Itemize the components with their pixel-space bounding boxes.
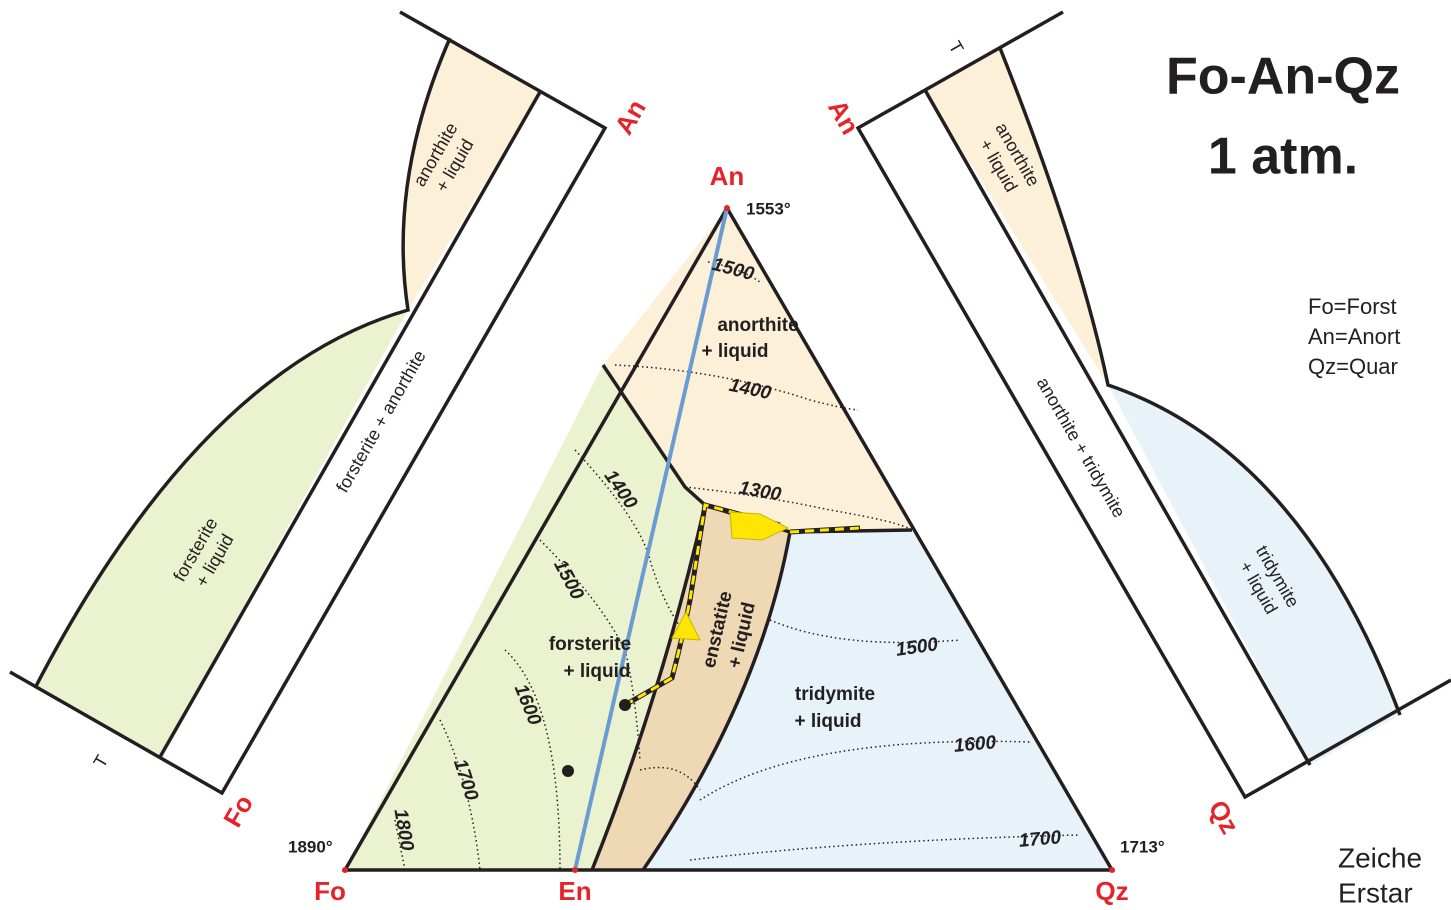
frame (9, 10, 608, 796)
vertex-label: Fo (314, 876, 346, 906)
axis-label: T (90, 752, 113, 772)
end-label: Qz (1203, 795, 1246, 839)
vertex-label: En (558, 876, 591, 906)
end-label: Fo (217, 790, 259, 833)
field (1108, 385, 1400, 765)
axis-label: T (945, 38, 968, 58)
ternary: An 1553° Fo 1890° Qz 1713° En anorthite +… (288, 161, 1165, 906)
vertex (572, 867, 578, 873)
vertex-temp: 1553° (746, 199, 791, 218)
vertex-temp: 1713° (1120, 837, 1165, 856)
line: + liquid (563, 661, 630, 682)
field (345, 365, 705, 870)
isotherm-label: 1600 (953, 732, 997, 757)
end-label: An (609, 94, 652, 139)
arrow (729, 511, 790, 541)
point (562, 765, 574, 777)
line: tridymite (795, 684, 875, 705)
field-label: tridymite + liquid (794, 684, 875, 732)
vertex (342, 867, 348, 873)
legend-item: Qz=Quar (1308, 354, 1398, 379)
field-label: forsterite + liquid (549, 634, 631, 682)
liquidus (33, 37, 452, 689)
field (403, 38, 540, 310)
triangle (341, 204, 1116, 872)
footer-text: Erstar (1338, 877, 1413, 908)
join-line (573, 207, 729, 871)
vertex-label: An (710, 161, 745, 191)
vertex-temp: 1890° (288, 837, 333, 856)
footer-text: Zeiche (1338, 842, 1422, 873)
line: forsterite (549, 634, 631, 655)
legend-item: An=Anort (1308, 324, 1400, 349)
vertex-label: Qz (1095, 876, 1128, 906)
vertex (724, 205, 730, 211)
liquidus (998, 47, 1402, 716)
legend-item: Fo=Forst (1308, 294, 1397, 319)
field (592, 505, 790, 870)
field (35, 310, 408, 757)
vertex (1109, 867, 1115, 873)
arrow (671, 610, 701, 641)
field (643, 530, 1112, 870)
isotherm-label: 1700 (1018, 827, 1062, 852)
field-label: anorthite + liquid (701, 315, 798, 362)
line: + liquid (701, 341, 768, 362)
title: 1 atm. (1208, 128, 1358, 186)
point (619, 699, 631, 711)
line: + liquid (794, 711, 861, 732)
frame (855, 10, 1451, 800)
title: Fo-An-Qz (1166, 48, 1400, 106)
field (925, 48, 1108, 385)
line: anorthite (717, 315, 798, 336)
